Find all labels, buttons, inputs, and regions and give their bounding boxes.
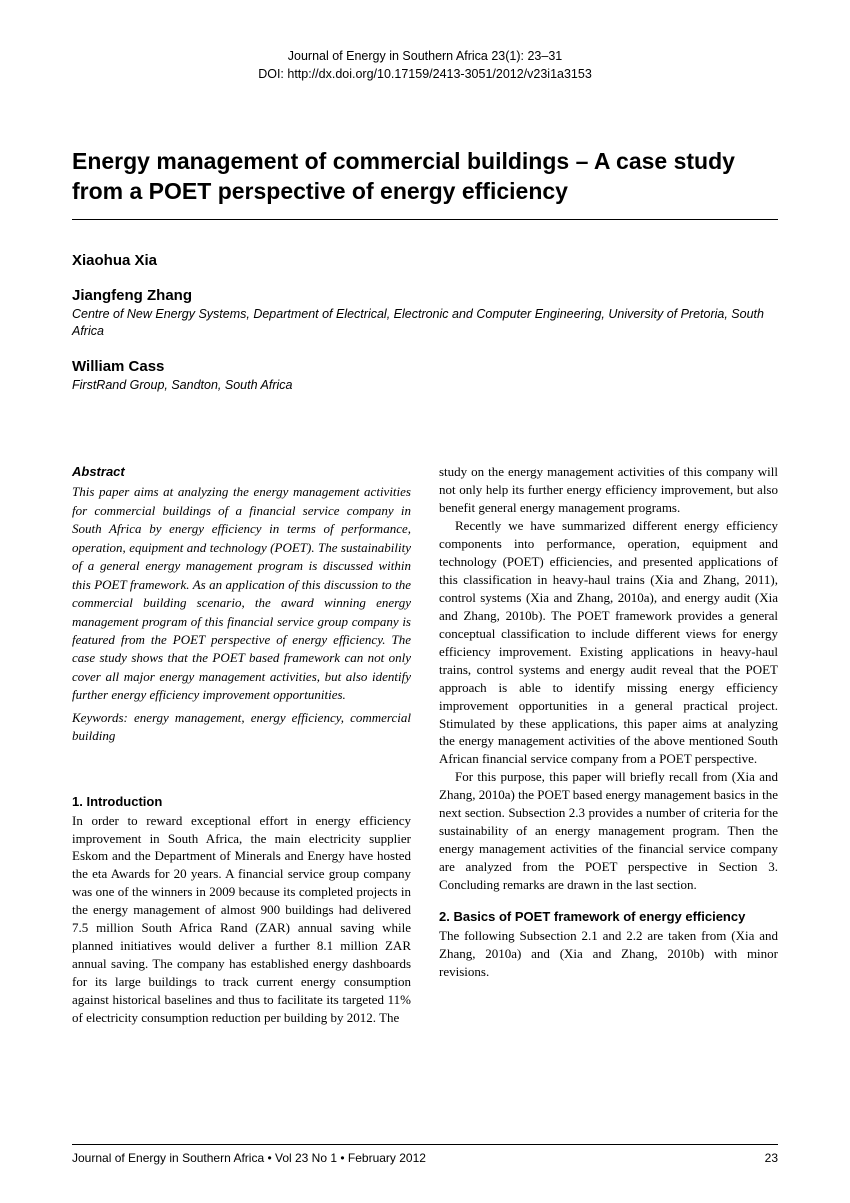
page-footer: Journal of Energy in Southern Africa • V… [72, 1144, 778, 1165]
section-heading-introduction: 1. Introduction [72, 793, 411, 811]
section-heading-basics: 2. Basics of POET framework of energy ef… [439, 908, 778, 926]
introduction-paragraph: In order to reward exceptional effort in… [72, 812, 411, 1027]
right-column: study on the energy management activitie… [439, 463, 778, 1026]
author-block: Xiaohua Xia [72, 252, 778, 269]
doi-link: DOI: http://dx.doi.org/10.17159/2413-305… [72, 66, 778, 84]
author-name: William Cass [72, 358, 778, 375]
page-number: 23 [765, 1151, 778, 1165]
body-paragraph: The following Subsection 2.1 and 2.2 are… [439, 927, 778, 981]
header-metadata: Journal of Energy in Southern Africa 23(… [72, 48, 778, 83]
abstract-heading: Abstract [72, 463, 411, 481]
author-block: William Cass FirstRand Group, Sandton, S… [72, 358, 778, 394]
author-affiliation: FirstRand Group, Sandton, South Africa [72, 377, 778, 394]
author-name: Jiangfeng Zhang [72, 287, 778, 304]
body-columns: Abstract This paper aims at analyzing th… [72, 463, 778, 1026]
journal-citation: Journal of Energy in Southern Africa 23(… [72, 48, 778, 66]
footer-journal-info: Journal of Energy in Southern Africa • V… [72, 1151, 426, 1165]
left-column: Abstract This paper aims at analyzing th… [72, 463, 411, 1026]
footer-divider [72, 1144, 778, 1145]
abstract-body: This paper aims at analyzing the energy … [72, 483, 411, 704]
body-paragraph: study on the energy management activitie… [439, 463, 778, 517]
footer-line: Journal of Energy in Southern Africa • V… [72, 1151, 778, 1165]
author-name: Xiaohua Xia [72, 252, 778, 269]
article-title: Energy management of commercial building… [72, 147, 778, 207]
body-paragraph: For this purpose, this paper will briefl… [439, 768, 778, 894]
body-paragraph: Recently we have summarized different en… [439, 517, 778, 768]
keywords-line: Keywords: energy management, energy effi… [72, 709, 411, 745]
author-affiliation: Centre of New Energy Systems, Department… [72, 306, 778, 340]
title-divider [72, 219, 778, 220]
authors-section: Xiaohua Xia Jiangfeng Zhang Centre of Ne… [72, 252, 778, 394]
author-block: Jiangfeng Zhang Centre of New Energy Sys… [72, 287, 778, 340]
